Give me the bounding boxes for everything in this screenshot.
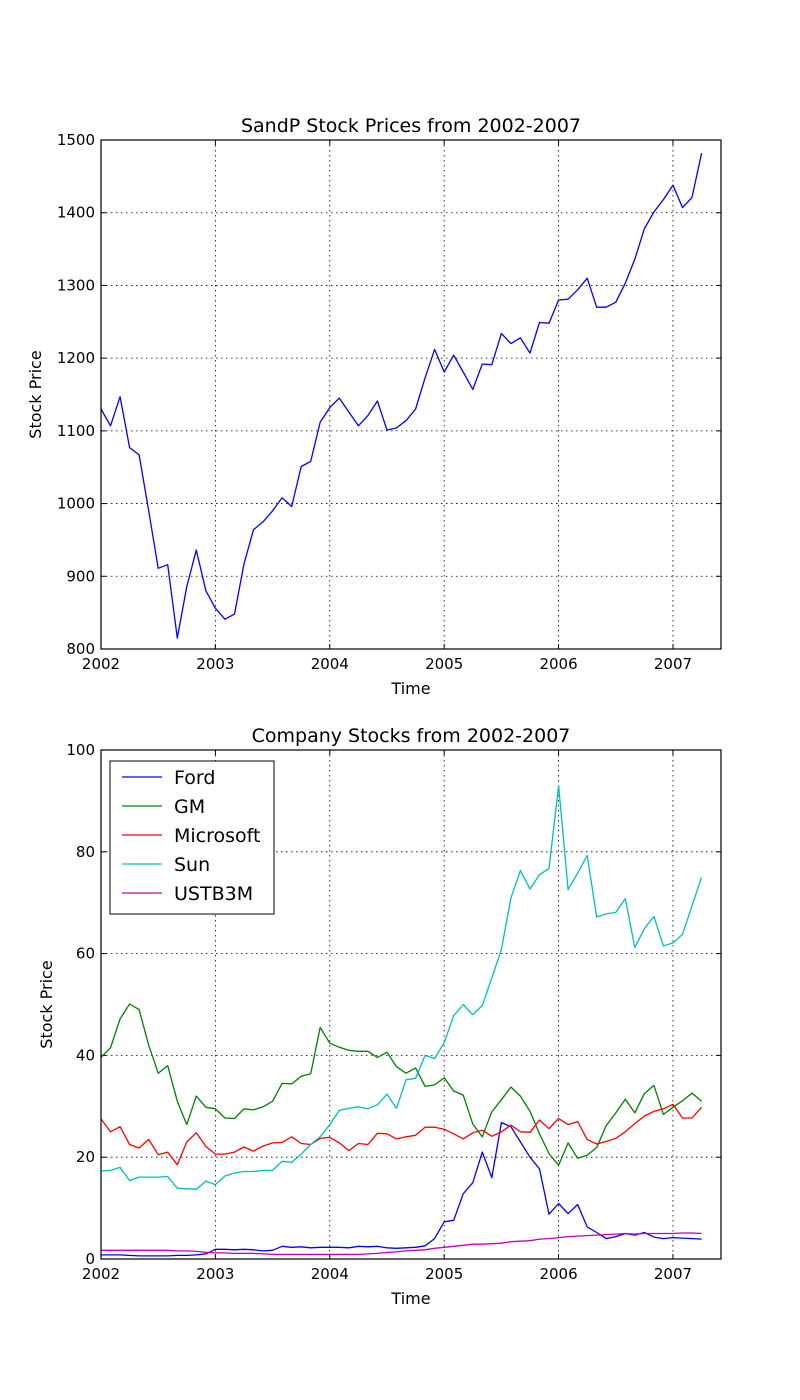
y-tick-label: 60 [76,945,95,963]
y-tick-label: 100 [66,741,95,759]
x-tick-label: 2003 [196,655,234,673]
x-tick-label: 2007 [654,655,692,673]
legend-label: Sun [174,854,210,876]
x-tick-label: 2006 [539,1265,577,1283]
series-line-gm [100,1003,703,1166]
y-tick-label: 1100 [57,422,95,440]
x-tick-label: 2004 [311,1265,349,1283]
chart-title: Company Stocks from 2002-2007 [252,725,571,747]
y-tick-label: 1200 [57,349,95,367]
legend-box [109,760,275,915]
series-line-sun [100,784,703,1190]
y-tick-label: 800 [66,640,95,658]
series-line-ford [101,1121,702,1257]
y-tick-label: 1000 [57,495,95,513]
plot-frame [100,749,722,1260]
x-tick-label: 2004 [311,655,349,673]
y-tick-label: 80 [76,843,95,861]
plot-frame [100,139,722,650]
sandp-chart: 800 900 1000 1100 1200 1300 1400 1500 2002 2003 20… [26,115,722,698]
y-tick-label: 900 [66,567,95,585]
x-tick-label: 2005 [425,1265,463,1283]
x-tick-label: 2002 [82,1265,120,1283]
y-tick-label: 40 [76,1046,95,1064]
x-tick-label: 2006 [539,655,577,673]
series-line-ustb3m [101,1232,702,1256]
y-axis-label: Stock Price [26,350,45,438]
company-stocks-chart: 0 20 40 60 80 100 2002 2003 2004 2005 2006 2007 Comp… [37,725,722,1308]
chart-title: SandP Stock Prices from 2002-2007 [241,115,581,137]
x-tick-label: 2002 [82,655,120,673]
y-tick-label: 1300 [57,276,95,294]
series-line-sandp [100,152,703,639]
y-axis-label: Stock Price [37,960,56,1048]
x-tick-label: 2003 [196,1265,234,1283]
legend-label: Microsoft [174,825,260,847]
x-axis-label: Time [390,679,430,698]
series-line-microsoft [100,1103,703,1166]
x-tick-label: 2005 [425,655,463,673]
legend-label: GM [174,796,205,818]
legend-label: Ford [174,767,215,789]
legend-label: USTB3M [174,883,253,905]
x-tick-label: 2007 [654,1265,692,1283]
y-tick-label: 1500 [57,131,95,149]
legend: Ford GM Microsoft Sun USTB3M [109,760,275,915]
y-tick-label: 20 [76,1148,95,1166]
y-tick-label: 0 [85,1250,95,1268]
x-axis-label: Time [390,1289,430,1308]
y-tick-label: 1400 [57,204,95,222]
